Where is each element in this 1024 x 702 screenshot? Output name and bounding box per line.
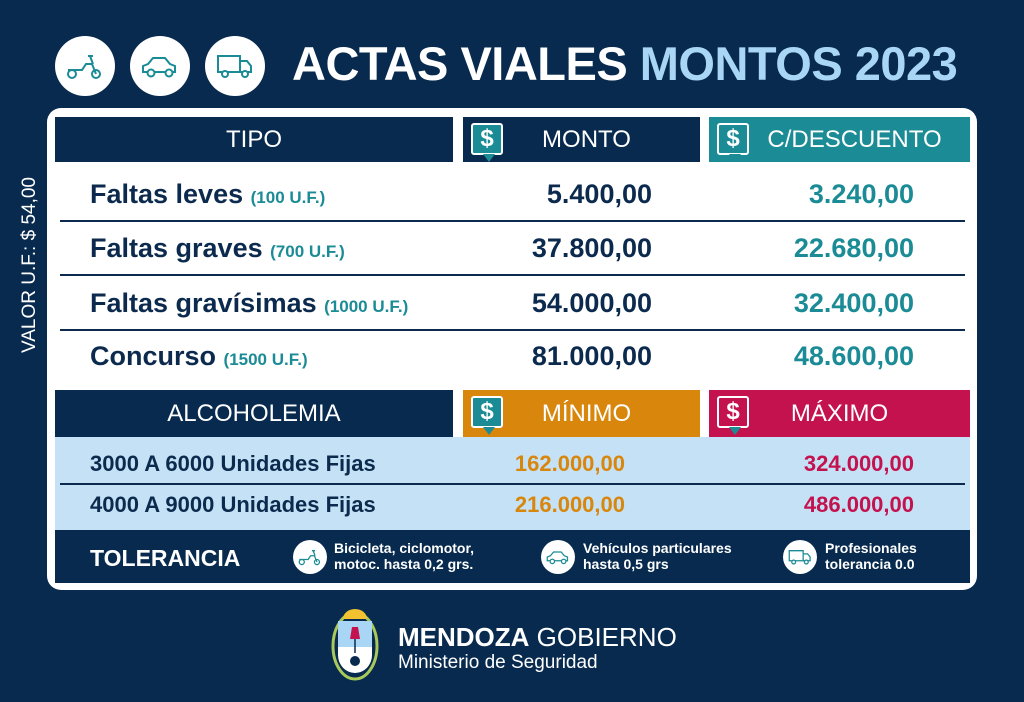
table-row: Faltas gravísimas (1000 U.F.) 54.000,00 32… bbox=[90, 287, 914, 318]
dollar-icon: $ bbox=[471, 396, 503, 435]
tolerancia-bar: TOLERANCIA Bicicleta, ciclomotor, motoc. … bbox=[55, 530, 970, 583]
mendoza-coat-of-arms-logo bbox=[331, 609, 379, 681]
divider bbox=[60, 274, 965, 276]
divider bbox=[60, 220, 965, 222]
header-monto: $ MONTO bbox=[463, 117, 700, 162]
header-alcoholemia: ALCOHOLEMIA bbox=[55, 390, 453, 437]
dollar-icon: $ bbox=[717, 396, 749, 435]
truck-icon bbox=[205, 36, 265, 96]
header-descuento: $ C/DESCUENTO bbox=[709, 117, 970, 162]
uf-value-label: VALOR U.F.: $ 54,00 bbox=[19, 176, 40, 354]
header-minimo: $ MÍNIMO bbox=[463, 390, 700, 437]
table-row: 3000 A 6000 Unidades Fijas 162.000,00 324.… bbox=[90, 451, 914, 476]
header-tipo: TIPO bbox=[55, 117, 453, 162]
car-icon bbox=[541, 540, 575, 574]
ministry-name: Ministerio de Seguridad bbox=[398, 652, 598, 673]
scooter-icon bbox=[55, 36, 115, 96]
divider bbox=[60, 329, 965, 331]
table-row: Faltas graves (700 U.F.) 37.800,00 22.680,… bbox=[90, 232, 914, 263]
truck-icon bbox=[783, 540, 817, 574]
header-maximo: $ MÁXIMO bbox=[709, 390, 970, 437]
dollar-icon: $ bbox=[471, 123, 503, 162]
brand-name: MENDOZA GOBIERNO bbox=[398, 622, 677, 652]
car-icon bbox=[130, 36, 190, 96]
table-row: Concurso (1500 U.F.) 81.000,00 48.600,00 bbox=[90, 340, 914, 371]
table-row: 4000 A 9000 Unidades Fijas 216.000,00 486.… bbox=[90, 492, 914, 517]
dollar-icon: $ bbox=[717, 123, 749, 162]
divider bbox=[60, 483, 965, 485]
page-title: ACTAS VIALES MONTOS 2023 bbox=[292, 37, 958, 90]
scooter-icon bbox=[293, 540, 327, 574]
table-row: Faltas leves (100 U.F.) 5.400,00 3.240,00 bbox=[90, 178, 914, 209]
